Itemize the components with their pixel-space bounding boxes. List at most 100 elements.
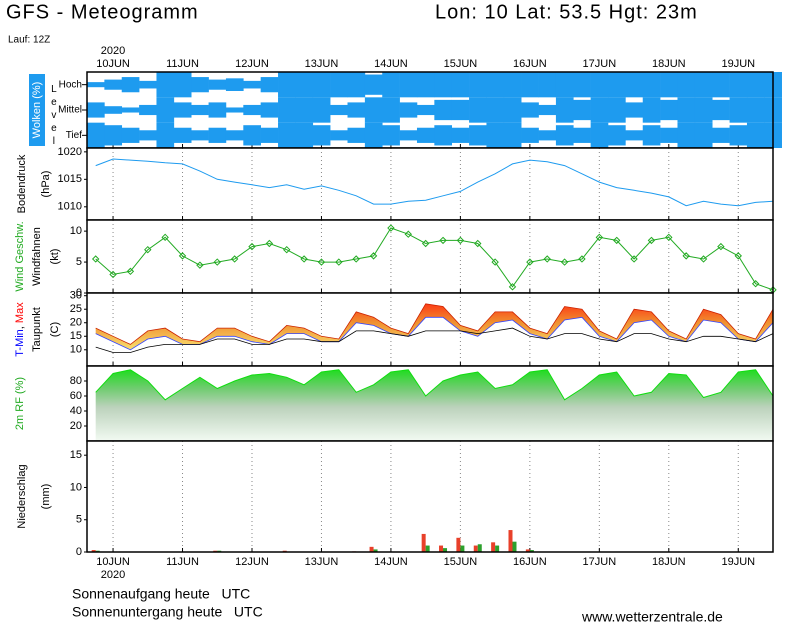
- cloud-cover: [451, 127, 470, 143]
- cloud-cover: [434, 99, 453, 121]
- data-marker: [456, 236, 465, 245]
- data-marker: [91, 255, 100, 263]
- precip-bar: [473, 545, 478, 552]
- y-axis-label: (hPa): [40, 171, 52, 198]
- cloud-cover: [712, 72, 730, 98]
- y-axis-label-part: (kt): [49, 249, 61, 265]
- temperature-line: [95, 327, 774, 353]
- cloud-cover: [364, 97, 383, 123]
- panel-background: [87, 220, 773, 293]
- cloud-cover: [121, 127, 140, 143]
- data-marker: [283, 245, 291, 254]
- cloud-cover: [434, 125, 453, 146]
- label-background: [29, 74, 45, 146]
- precip-bar: [443, 548, 448, 552]
- cloud-cover: [156, 97, 175, 123]
- cloud-cover: [243, 80, 261, 89]
- cloud-cover: [347, 127, 366, 143]
- cloud-cover: [191, 77, 209, 93]
- cloud-cover: [295, 122, 314, 148]
- cloud-cover: [538, 104, 557, 116]
- cloud-cover: [729, 97, 748, 123]
- y-tick-label: 40: [70, 405, 82, 417]
- data-marker: [665, 233, 673, 242]
- x-tick-label-top: 19JUN: [721, 58, 755, 70]
- panel-background: [87, 148, 773, 220]
- cloud-cover: [139, 130, 157, 141]
- cloud-cover: [746, 122, 765, 148]
- cloud-cover: [434, 72, 453, 98]
- x-tick-label-bottom: 19JUN: [721, 556, 755, 568]
- y-tick-label: 10: [70, 225, 82, 237]
- precip-bar: [529, 550, 534, 552]
- data-marker: [751, 280, 760, 288]
- cloud-cover: [573, 72, 591, 98]
- cloud-cover: [173, 127, 192, 143]
- data-marker: [387, 224, 395, 232]
- y-tick-label: 10: [70, 481, 82, 493]
- x-tick-label-top: 14JUN: [374, 58, 408, 70]
- cloud-cover: [382, 125, 400, 146]
- level-label: Tief: [66, 130, 83, 141]
- cloud-cover: [278, 97, 296, 123]
- panel-background: [87, 441, 773, 552]
- panel-background: [87, 293, 773, 366]
- x-tick-label-top: 16JUN: [513, 58, 547, 70]
- level-axis-label: Level: [48, 84, 59, 149]
- cloud-cover: [608, 72, 626, 98]
- data-marker: [144, 245, 152, 254]
- y-axis-label-part: Wolken (%): [31, 82, 43, 139]
- cloud-cover: [416, 127, 435, 143]
- y-tick-label: 80: [70, 375, 82, 387]
- sunrise: Sonnenaufgang heute UTC: [72, 586, 250, 602]
- y-axis-label-part: Max: [14, 302, 26, 323]
- cloud-cover: [295, 72, 314, 98]
- data-marker: [161, 233, 169, 242]
- cloud-cover: [173, 102, 192, 118]
- cloud-cover: [312, 125, 331, 146]
- data-marker: [352, 255, 360, 263]
- cloud-cover: [382, 97, 400, 123]
- data-marker: [178, 252, 187, 260]
- x-tick-label-bottom: 16JUN: [513, 556, 547, 568]
- cloud-cover: [104, 79, 123, 90]
- cloud-cover: [399, 102, 418, 118]
- location: Lon: 10 Lat: 53.5 Hgt: 23m: [435, 1, 698, 23]
- cloud-cover: [712, 99, 730, 121]
- data-marker: [335, 258, 343, 266]
- data-marker: [612, 236, 621, 245]
- humidity-fill: [95, 369, 774, 441]
- cloud-cover: [312, 72, 331, 98]
- data-marker: [109, 270, 117, 279]
- data-marker: [300, 255, 308, 263]
- cloud-cover: [260, 77, 279, 93]
- cloud-cover: [625, 72, 644, 98]
- cloud-cover: [225, 78, 244, 91]
- cloud-cover: [191, 104, 209, 116]
- precip-bar: [369, 546, 374, 552]
- data-marker: [508, 283, 517, 291]
- data-marker: [578, 255, 586, 263]
- cloud-cover: [278, 122, 296, 148]
- y-tick-label: 0: [76, 287, 82, 299]
- cloud-cover: [469, 125, 487, 146]
- cloud-cover: [104, 125, 123, 146]
- cloud-cover: [625, 102, 644, 118]
- y-tick-label: 10: [70, 344, 82, 356]
- cloud-cover: [555, 97, 574, 123]
- y-axis-label: Wolken (%): [31, 82, 43, 139]
- precip-bar: [525, 549, 530, 552]
- cloud-cover: [347, 102, 366, 118]
- cloud-cover: [746, 72, 765, 98]
- y-tick-label: 5: [76, 514, 82, 526]
- y-axis-label: Windfahnen: [31, 227, 43, 286]
- x-tick-label-bottom: 12JUN: [235, 556, 269, 568]
- y-axis-label-part: 2m RF (%): [14, 377, 26, 430]
- x-tick-label-bottom: 18JUN: [652, 556, 686, 568]
- cloud-cover: [694, 97, 713, 123]
- precip-bar: [495, 545, 500, 552]
- data-marker: [196, 261, 204, 269]
- year-top: 2020: [101, 45, 125, 57]
- data-marker: [630, 255, 638, 263]
- temperature-line: [95, 303, 774, 345]
